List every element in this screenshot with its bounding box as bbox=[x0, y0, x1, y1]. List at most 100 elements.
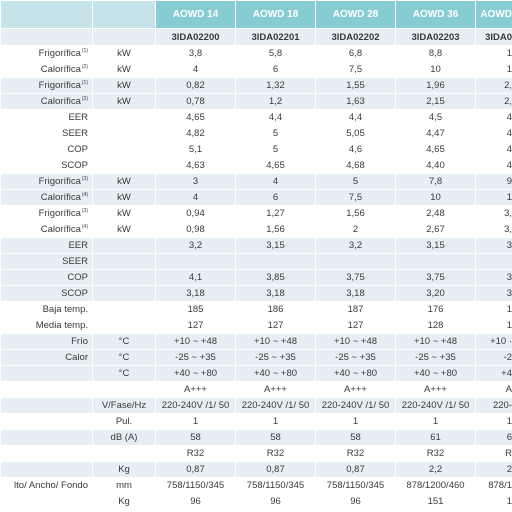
row-label bbox=[0, 413, 93, 430]
unit bbox=[92, 125, 156, 142]
value-cell: 3,20 bbox=[395, 285, 476, 302]
label-text: Frío bbox=[71, 336, 88, 347]
value-cell: +4 bbox=[475, 365, 512, 382]
value-cell: 9 bbox=[475, 173, 512, 190]
spec-row: Calorífica(4) kW 0,98 1,56 2 2,67 3, bbox=[0, 221, 512, 238]
label-text: SCOP bbox=[61, 160, 88, 171]
unit: Pul. bbox=[92, 413, 156, 430]
model-name: AOWD 18 bbox=[235, 0, 316, 29]
value-cell: 1 bbox=[475, 413, 512, 430]
value-cell: 1 bbox=[155, 413, 236, 430]
unit bbox=[92, 253, 156, 270]
unit bbox=[92, 317, 156, 334]
value-cell: A+++ bbox=[235, 381, 316, 398]
value-cell: 2,2 bbox=[395, 461, 476, 478]
label-text: lto/ Ancho/ Fondo bbox=[14, 480, 88, 491]
row-label bbox=[0, 429, 93, 446]
spec-row: SCOP 4,63 4,65 4,68 4,40 4 bbox=[0, 157, 512, 174]
value-cell: 127 bbox=[235, 317, 316, 334]
spec-row: Calor °C -25 ~ +35 -25 ~ +35 -25 ~ +35 -25 ~ … bbox=[0, 349, 512, 366]
value-cell: 4,68 bbox=[315, 157, 396, 174]
model-code: 3IDA02200 bbox=[155, 28, 236, 46]
unit: kW bbox=[92, 61, 156, 78]
code-cell bbox=[92, 28, 156, 46]
footnote-ref: (4) bbox=[81, 224, 88, 230]
label-text: SEER bbox=[62, 256, 88, 267]
value-cell: 3,15 bbox=[235, 237, 316, 254]
value-cell: 1,2 bbox=[235, 93, 316, 110]
spec-row: V/Fase/Hz 220-240V /1/ 50 220-240V /1/ 50 2… bbox=[0, 397, 512, 414]
label-text: COP bbox=[67, 144, 88, 155]
value-cell: -25 ~ +35 bbox=[235, 349, 316, 366]
value-cell: 1,55 bbox=[315, 77, 396, 94]
value-cell: 4,65 bbox=[395, 141, 476, 158]
label-text: Frigorífica bbox=[38, 176, 81, 187]
value-cell: 220-240V /1/ 50 bbox=[155, 397, 236, 414]
spec-row: Kg 96 96 96 151 1 bbox=[0, 493, 512, 510]
value-cell: 7,8 bbox=[395, 173, 476, 190]
value-cell: 1 bbox=[395, 413, 476, 430]
value-cell: 96 bbox=[155, 493, 236, 510]
value-cell: 4,63 bbox=[155, 157, 236, 174]
row-label bbox=[0, 381, 93, 398]
unit: °C bbox=[92, 365, 156, 382]
unit bbox=[92, 285, 156, 302]
value-cell: 6 bbox=[235, 61, 316, 78]
value-cell: 0,87 bbox=[155, 461, 236, 478]
spec-row: EER 3,2 3,15 3,2 3,15 3 bbox=[0, 237, 512, 254]
model-name: AOWD 36 bbox=[395, 0, 476, 29]
value-cell: 1,63 bbox=[315, 93, 396, 110]
value-cell: 0,78 bbox=[155, 93, 236, 110]
spec-row: A+++ A+++ A+++ A+++ A bbox=[0, 381, 512, 398]
row-label: lto/ Ancho/ Fondo bbox=[0, 477, 93, 494]
value-cell: 3,8 bbox=[155, 45, 236, 62]
value-cell: R bbox=[475, 445, 512, 462]
value-cell: +10 ~ +48 bbox=[155, 333, 236, 350]
value-cell: 1 bbox=[235, 413, 316, 430]
unit bbox=[92, 237, 156, 254]
spec-row: Calorífica(2) kW 0,78 1,2 1,63 2,15 2, bbox=[0, 93, 512, 110]
spec-row: dB (A) 58 58 58 61 6 bbox=[0, 429, 512, 446]
value-cell: +10 ~ +48 bbox=[395, 333, 476, 350]
value-cell: 1 bbox=[475, 317, 512, 334]
value-cell: 3 bbox=[475, 285, 512, 302]
row-label bbox=[0, 493, 93, 510]
value-cell: 1,27 bbox=[235, 205, 316, 222]
value-cell: A bbox=[475, 381, 512, 398]
value-cell: 1 bbox=[475, 493, 512, 510]
footnote-ref: (2) bbox=[81, 96, 88, 102]
unit bbox=[92, 109, 156, 126]
value-cell: 878/1 bbox=[475, 477, 512, 494]
value-cell: 6 bbox=[235, 189, 316, 206]
row-label: Calor bbox=[0, 349, 93, 366]
footnote-ref: (2) bbox=[81, 64, 88, 70]
footnote-ref: (3) bbox=[81, 176, 88, 182]
row-label: Frigorífica(1) bbox=[0, 45, 93, 62]
unit bbox=[92, 269, 156, 286]
value-cell: 58 bbox=[155, 429, 236, 446]
value-cell: -25 ~ +35 bbox=[155, 349, 236, 366]
value-cell: 3,15 bbox=[395, 237, 476, 254]
value-cell: 3,85 bbox=[235, 269, 316, 286]
unit: Kg bbox=[92, 493, 156, 510]
footnote-ref: (4) bbox=[81, 192, 88, 198]
value-cell: 7,5 bbox=[315, 61, 396, 78]
model-name: AOWD 28 bbox=[315, 0, 396, 29]
row-label: EER bbox=[0, 109, 93, 126]
spec-row: SCOP 3,18 3,18 3,18 3,20 3 bbox=[0, 285, 512, 302]
value-cell: 220-240V /1/ 50 bbox=[235, 397, 316, 414]
value-cell: 758/1150/345 bbox=[235, 477, 316, 494]
value-cell: 758/1150/345 bbox=[155, 477, 236, 494]
value-cell: 0,98 bbox=[155, 221, 236, 238]
row-label bbox=[0, 365, 93, 382]
row-label bbox=[0, 461, 93, 478]
value-cell: 3, bbox=[475, 221, 512, 238]
label-text: Media temp. bbox=[35, 320, 88, 331]
value-cell: 58 bbox=[315, 429, 396, 446]
row-label: SEER bbox=[0, 125, 93, 142]
value-cell: 5 bbox=[235, 125, 316, 142]
row-label: COP bbox=[0, 269, 93, 286]
footnote-ref: (1) bbox=[81, 80, 88, 86]
